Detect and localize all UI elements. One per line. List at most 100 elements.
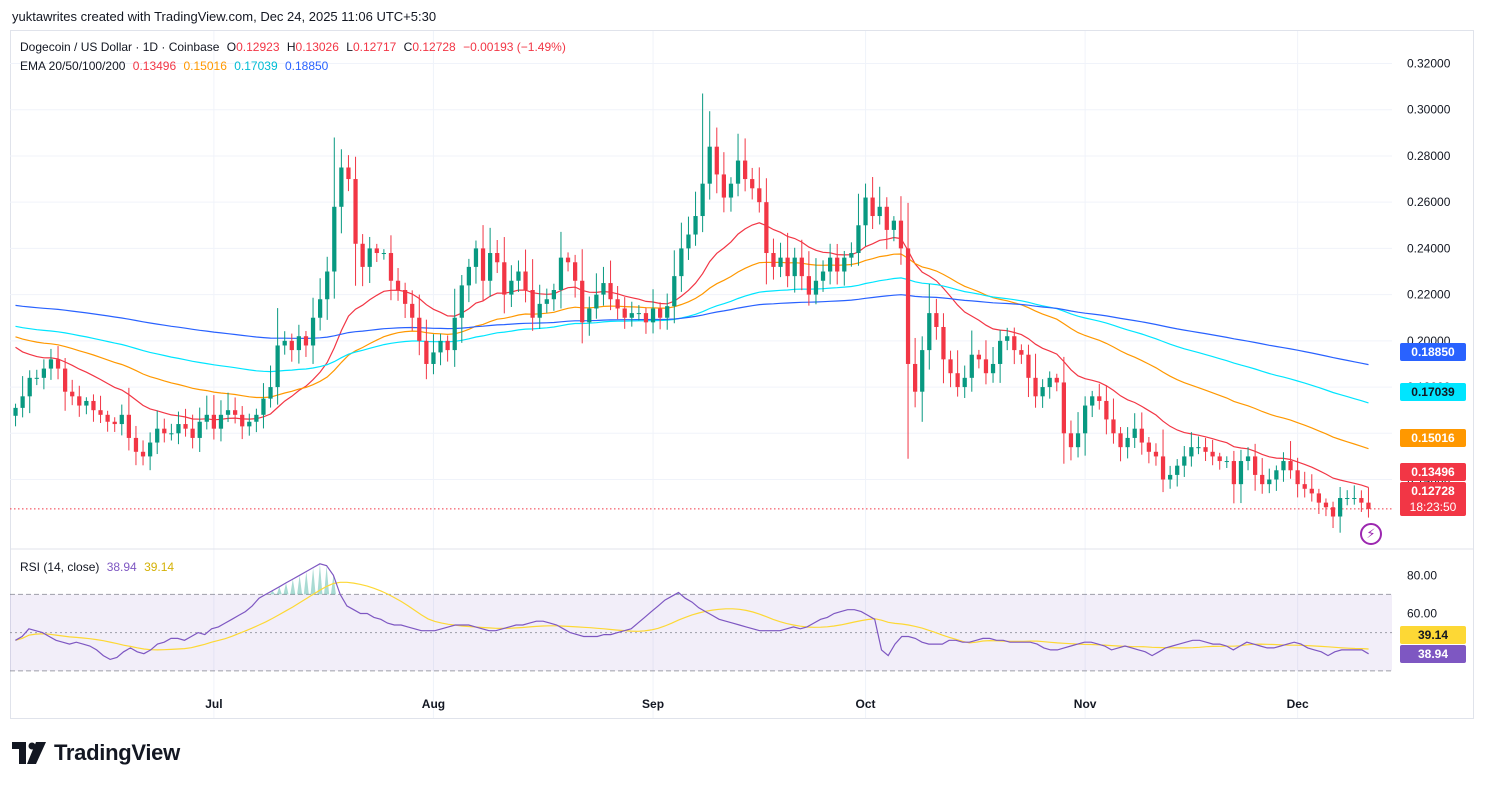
candle-body <box>1012 336 1017 351</box>
candle-body <box>636 313 641 315</box>
price-axis-label: 0.32000 <box>1407 56 1451 70</box>
candle-body <box>438 340 443 353</box>
candle-body <box>743 160 748 180</box>
lightning-icon[interactable]: ⚡ <box>1360 523 1382 545</box>
candle-body <box>891 220 896 230</box>
candle-body <box>346 167 351 180</box>
candle-body <box>445 340 450 351</box>
candle-body <box>1210 451 1215 457</box>
ema200-value: 0.18850 <box>284 59 329 73</box>
ema20-value: 0.13496 <box>132 59 177 73</box>
candle-body <box>70 391 75 397</box>
candle-body <box>1068 433 1074 448</box>
candle-body <box>1295 470 1300 485</box>
candle-body <box>728 183 734 198</box>
candle-body <box>169 433 174 435</box>
candle-body <box>1075 433 1081 448</box>
candle-body <box>941 326 946 360</box>
candle-body <box>218 414 224 429</box>
candle-body <box>1125 437 1130 448</box>
candle-body <box>1281 461 1286 471</box>
candle-body <box>148 442 153 457</box>
candle-body <box>339 167 344 207</box>
candle-body <box>296 336 301 351</box>
candle-body <box>835 257 840 272</box>
candle-body <box>1040 387 1045 397</box>
candle-body <box>1104 400 1109 420</box>
candle-body <box>530 290 535 318</box>
candle-body <box>155 428 160 443</box>
ema100-value: 0.17039 <box>234 59 278 73</box>
candle-body <box>473 248 479 267</box>
candle-body <box>275 345 280 388</box>
candle-body <box>1238 461 1244 485</box>
candle-body <box>247 421 252 427</box>
ema-legend[interactable]: EMA 20/50/100/200 0.13496 0.15016 0.1703… <box>20 59 332 73</box>
candle-body <box>119 414 124 425</box>
low-value: 0.12717 <box>352 40 397 54</box>
candle-body <box>672 276 677 307</box>
close-label: C <box>403 40 413 54</box>
candle-body <box>1118 433 1123 448</box>
candle-body <box>509 280 514 295</box>
candle-body <box>990 363 996 374</box>
candle-body <box>112 421 117 425</box>
candle-body <box>77 396 82 406</box>
rsi-overbought-fill <box>270 563 681 595</box>
candle-body <box>204 414 209 422</box>
candle-body <box>1231 461 1236 485</box>
candle-body <box>1366 502 1371 509</box>
candle-body <box>757 188 762 203</box>
rsi-line <box>15 563 1369 661</box>
candle-body <box>813 280 819 295</box>
tradingview-logo[interactable]: TradingView <box>12 740 180 766</box>
ema20-price-tag: 0.13496 <box>1400 463 1466 481</box>
candle-body <box>417 317 422 341</box>
candle-body <box>1047 377 1052 388</box>
candle-body <box>1033 377 1038 397</box>
candle-body <box>374 248 379 254</box>
candle-body <box>983 359 989 374</box>
time-axis-label: Nov <box>1074 697 1097 711</box>
candle-body <box>1090 396 1095 406</box>
candle-body <box>176 424 181 434</box>
candle-body <box>20 396 25 408</box>
candle-body <box>332 206 337 272</box>
candle-body <box>403 290 408 304</box>
candle-body <box>1323 502 1329 508</box>
candle-body <box>254 414 259 422</box>
candle-body <box>849 253 854 258</box>
rsi-legend[interactable]: RSI (14, close) 38.94 39.14 <box>20 560 178 574</box>
candle-body <box>778 257 783 267</box>
low-label: L <box>346 40 353 54</box>
candle-body <box>792 257 797 277</box>
candle-body <box>601 283 606 295</box>
rsi-axis-label: 80.00 <box>1407 568 1437 582</box>
candle-body <box>63 368 68 392</box>
ema50-price-tag: 0.15016 <box>1400 429 1466 447</box>
candle-body <box>1083 405 1088 434</box>
high-value: 0.13026 <box>295 40 339 54</box>
candle-body <box>268 387 273 399</box>
candle-body <box>523 271 528 290</box>
candle-body <box>820 271 826 281</box>
rsi-axis-label: 60.00 <box>1407 607 1437 621</box>
candle-body <box>714 146 719 175</box>
price-axis-label: 0.28000 <box>1407 149 1451 163</box>
candle-body <box>162 428 167 434</box>
candle-body <box>913 363 918 392</box>
candle-body <box>105 414 110 422</box>
candle-body <box>693 216 698 235</box>
candle-body <box>558 257 564 290</box>
candle-body <box>544 299 549 304</box>
time-axis-label: Oct <box>856 697 876 711</box>
candle-body <box>969 354 974 378</box>
candle-body <box>998 340 1003 364</box>
candle-body <box>976 354 981 360</box>
candle-body <box>962 377 967 388</box>
candle-body <box>735 160 741 184</box>
candle-body <box>1097 396 1102 401</box>
symbol-name[interactable]: Dogecoin / US Dollar · 1D · Coinbase <box>20 40 220 54</box>
candle-body <box>884 206 889 230</box>
